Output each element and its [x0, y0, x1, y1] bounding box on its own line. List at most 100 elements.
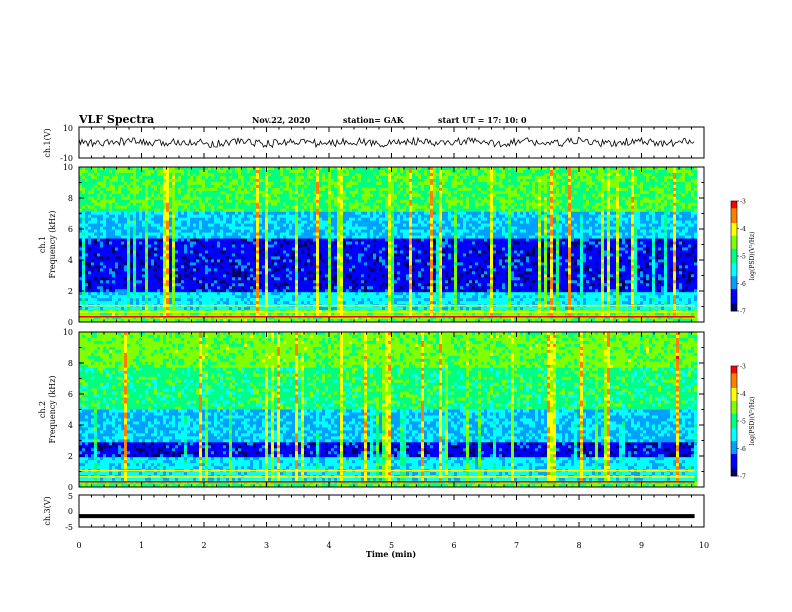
colorbar-segment: [731, 213, 737, 217]
colorbar-segment: [731, 389, 737, 393]
colorbar-segment: [731, 267, 737, 270]
colorbar-segment: [731, 393, 737, 396]
ch3-wave-ytick-top: 5: [68, 492, 73, 501]
y-tick-label: 10: [63, 328, 73, 337]
colorbar-segment: [731, 461, 737, 464]
colorbar-segment: [731, 245, 737, 248]
colorbar-tick-label: -3: [740, 199, 746, 206]
colorbar-tick-label: -6: [740, 446, 746, 453]
colorbar-segment: [731, 455, 737, 459]
colorbar-segment: [731, 279, 737, 283]
colorbar-segment: [731, 250, 737, 253]
colorbar-segment: [731, 433, 737, 437]
x-axis-label: Time (min): [366, 549, 416, 559]
colorbar-segment: [731, 305, 737, 308]
x-tick-label: 2: [201, 541, 206, 550]
x-tick-label: 0: [76, 541, 81, 550]
station-label: station= GAK: [343, 115, 405, 125]
y-tick-label: 10: [63, 163, 73, 172]
ch2-spec-yticklabels: 0 2 4 6 8 10: [63, 328, 73, 492]
x-tick-label: 4: [326, 541, 331, 550]
colorbar-segment: [731, 210, 737, 213]
colorbar-segment: [731, 439, 737, 442]
colorbar-segment: [731, 454, 737, 457]
colorbar-segment: [731, 391, 737, 394]
colorbar-segment: [731, 437, 737, 440]
colorbar-segment: [731, 292, 737, 295]
colorbar-segment: [731, 406, 737, 409]
colorbar-segment: [731, 410, 737, 413]
colorbar-label: log(PSD)(V²/Hz): [749, 232, 756, 281]
colorbar-segment: [731, 241, 737, 244]
colorbar-segment: [731, 270, 737, 273]
colorbar-segment: [731, 444, 737, 448]
colorbar-segment: [731, 474, 737, 477]
colorbar-segment: [731, 259, 737, 262]
ch1-spectrogram: [79, 167, 698, 323]
colorbar-segment: [731, 424, 737, 427]
ch1-wave-ytick-bottom: -10: [60, 154, 73, 163]
ch2-colorbar: -3 -4 -5 -6 -7 log(PSD)(V²/Hz): [730, 364, 756, 481]
colorbar-segment: [731, 408, 737, 411]
colorbar-segment: [731, 399, 737, 402]
colorbar-segment: [731, 366, 737, 369]
colorbar-tick-label: -3: [740, 364, 746, 371]
colorbar-segment: [731, 472, 737, 475]
colorbar-tick-label: -4: [740, 226, 746, 233]
ch2-spectrogram: [79, 332, 698, 488]
colorbar-segment: [731, 375, 737, 378]
colorbar-segment: [731, 221, 737, 224]
colorbar-segment: [731, 263, 737, 266]
colorbar-segment: [731, 215, 737, 218]
colorbar-segment: [731, 415, 737, 418]
colorbar-segment: [731, 230, 737, 233]
x-tick-label: 7: [514, 541, 519, 550]
ch1-spec-yticklabels: 0 2 4 6 8 10: [63, 163, 73, 327]
colorbar-segment: [731, 309, 737, 312]
y-tick-label: 6: [68, 390, 73, 399]
colorbar-segment: [731, 446, 737, 449]
colorbar-segment: [731, 397, 737, 400]
colorbar-segment: [731, 281, 737, 284]
colorbar-segment: [731, 289, 737, 292]
colorbar-segment: [731, 422, 737, 426]
x-tick-label: 1: [139, 541, 144, 550]
colorbar-segment: [731, 202, 737, 206]
colorbar-segment: [731, 426, 737, 429]
ch1-waveform-line: [78, 136, 695, 149]
colorbar-segment: [731, 380, 737, 383]
y-tick-label: 2: [68, 287, 73, 296]
date-label: Nov.22, 2020: [252, 115, 311, 125]
colorbar-tick-label: -5: [740, 254, 746, 261]
colorbar-segment: [731, 235, 737, 239]
colorbar-segment: [731, 232, 737, 235]
colorbar-segment: [731, 208, 737, 211]
colorbar-segment: [731, 285, 737, 288]
axis-ticks: [78, 127, 705, 527]
colorbar-segment: [731, 212, 737, 215]
colorbar-segment: [731, 224, 737, 228]
ch1-colorbar: -3 -4 -5 -6 -7 log(PSD)(V²/Hz): [730, 199, 756, 316]
colorbar-segment: [731, 248, 737, 251]
colorbar-segment: [731, 388, 737, 391]
colorbar-segment: [731, 301, 737, 305]
colorbar-segment: [731, 276, 737, 279]
y-tick-label: 0: [68, 318, 73, 327]
colorbar-segment: [731, 226, 737, 229]
x-tick-label: 5: [389, 541, 394, 550]
colorbar-segment: [731, 466, 737, 470]
colorbar-segment: [731, 204, 737, 207]
colorbar-segment: [731, 377, 737, 380]
colorbar-segment: [731, 272, 737, 275]
colorbar-segment: [731, 417, 737, 420]
spec-ylabel-line2: Frequency (kHz): [48, 210, 57, 278]
ch1-spec-ylabel: ch.1 Frequency (kHz): [38, 210, 57, 278]
colorbar-segment: [731, 441, 737, 444]
colorbar-segment: [731, 373, 737, 376]
y-tick-label: 8: [68, 359, 73, 368]
colorbar-label: log(PSD)(V²/Hz): [749, 397, 756, 446]
spec-ylabel-line1: ch.1: [38, 236, 47, 253]
colorbar-segment: [731, 384, 737, 387]
colorbar-segment: [731, 287, 737, 290]
x-tick-label: 10: [699, 541, 709, 550]
